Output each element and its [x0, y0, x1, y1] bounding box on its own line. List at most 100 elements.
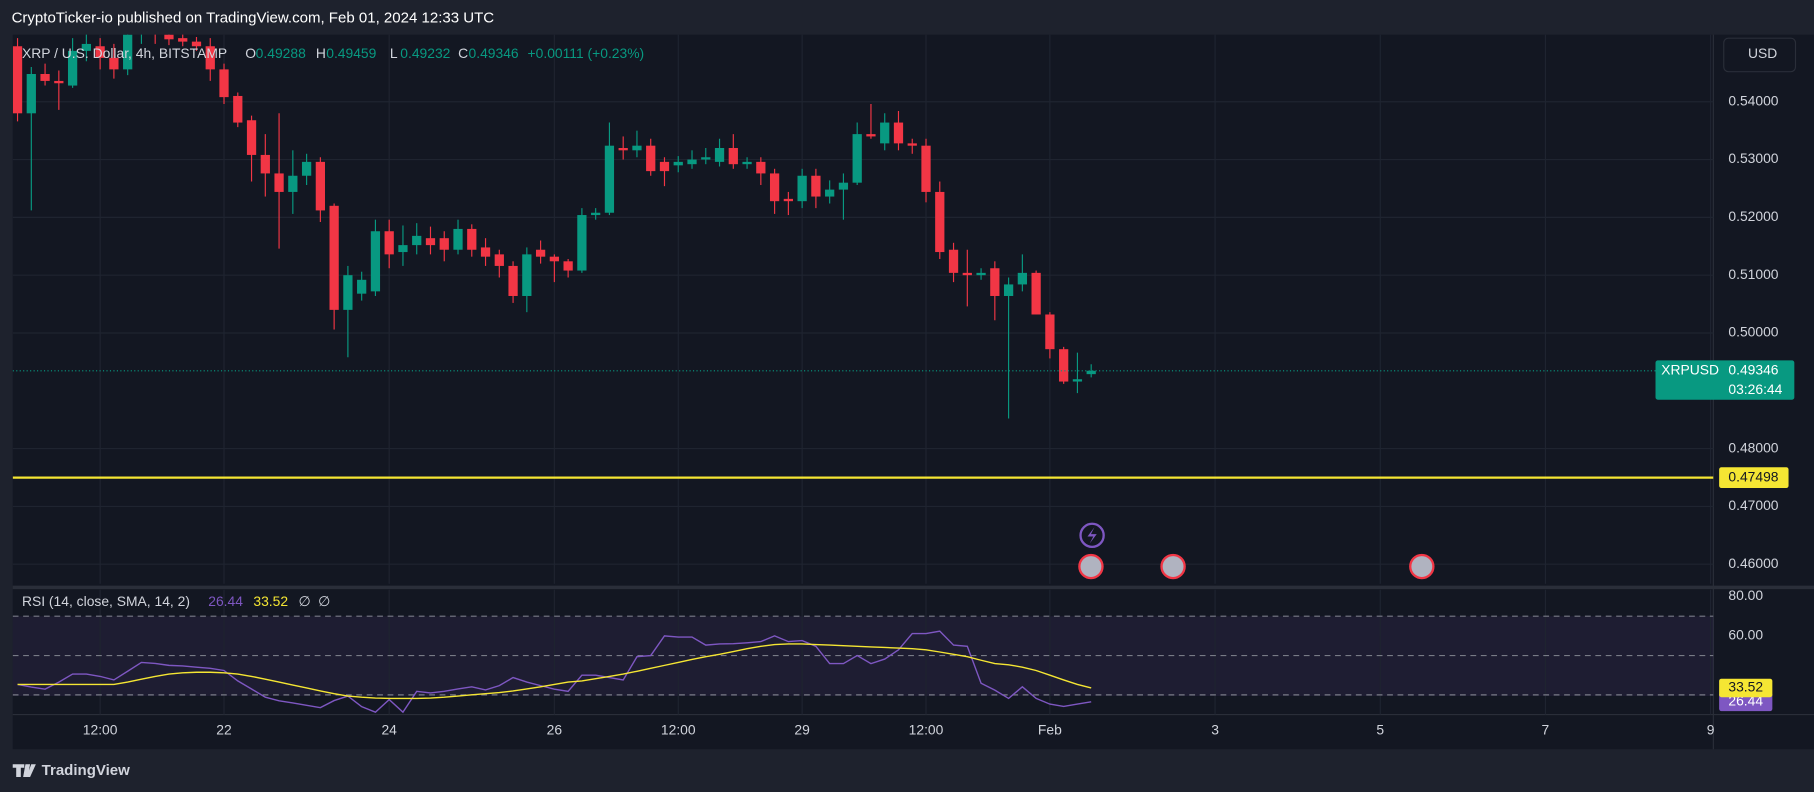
- candle-body: [646, 145, 656, 172]
- candle-body: [219, 69, 229, 98]
- candle-body: [439, 238, 449, 250]
- candle-body: [935, 191, 945, 253]
- price-label-box: [1719, 467, 1789, 489]
- candle-body: [577, 215, 587, 271]
- candle-body: [480, 247, 491, 257]
- x-tick-label: 22: [216, 721, 232, 737]
- candle-body: [1003, 284, 1014, 296]
- countdown: 03:26:44: [1728, 381, 1782, 397]
- candle-body: [329, 205, 339, 310]
- rsi-band-fill: [12, 616, 1714, 697]
- candle-body: [825, 189, 835, 197]
- candle-body: [67, 50, 78, 86]
- candle-body: [370, 231, 381, 292]
- candle-body: [467, 228, 477, 250]
- candle-body: [990, 268, 1000, 296]
- event-icon[interactable]: [1078, 553, 1104, 580]
- candle-body: [522, 254, 532, 296]
- legend-key: L: [390, 45, 398, 61]
- y-tick-label: 0.46000: [1728, 555, 1778, 571]
- event-icons: [1078, 522, 1435, 580]
- candle-body: [109, 57, 119, 70]
- brand-logo: [12, 764, 36, 777]
- candle-body: [40, 73, 50, 81]
- candle-body: [453, 228, 463, 250]
- candle-body: [549, 256, 559, 262]
- candle-body: [618, 147, 628, 151]
- candle-body: [852, 134, 862, 183]
- chart-pane: [12, 34, 1714, 750]
- candle-body: [1045, 314, 1055, 350]
- rsi-extra: ∅: [318, 593, 330, 609]
- y-tick-label: 0.52000: [1728, 208, 1778, 224]
- candle-body: [728, 147, 738, 165]
- candle-body: [783, 198, 793, 202]
- candle-body: [123, 34, 133, 70]
- candle-body: [12, 46, 23, 114]
- x-tick-label: 12:00: [83, 721, 118, 737]
- candle-body: [178, 38, 188, 42]
- header-title: CryptoTicker-io published on TradingView…: [12, 9, 495, 26]
- y-tick-label: 0.48000: [1728, 439, 1778, 455]
- rsi-extra: ∅: [298, 593, 310, 609]
- x-tick-label: 12:00: [909, 721, 944, 737]
- candle-body: [398, 245, 408, 253]
- event-icon[interactable]: [1409, 553, 1435, 580]
- candle-body: [1017, 272, 1027, 285]
- candle-body: [164, 34, 174, 40]
- candle-body: [535, 249, 546, 257]
- candle-body: [191, 41, 202, 47]
- candle-body: [233, 95, 243, 123]
- candle-body: [632, 145, 642, 151]
- candle-body: [769, 173, 780, 202]
- x-tick-label: 24: [381, 721, 397, 737]
- candle-body: [357, 279, 367, 294]
- legend-value: 0.49288: [256, 45, 306, 61]
- rsi-legend-value: 26.44: [208, 593, 243, 609]
- candle-body: [315, 161, 325, 211]
- candle-body: [205, 46, 215, 70]
- candle-body: [756, 161, 766, 174]
- candle-body: [962, 272, 972, 276]
- legend-key: C: [458, 45, 468, 61]
- rsi-legend-value: 33.52: [253, 593, 288, 609]
- candle-body: [673, 161, 683, 166]
- candle-body: [797, 175, 807, 202]
- legend-change: +0.00111 (+0.23%): [528, 45, 645, 61]
- currency[interactable]: USD: [1748, 45, 1777, 61]
- currency-button[interactable]: [1723, 37, 1797, 73]
- candle-body: [288, 175, 298, 192]
- event-icon[interactable]: [1160, 553, 1186, 580]
- x-tick-label: 5: [1376, 721, 1384, 737]
- rsi-value-label: 33.52: [1728, 679, 1763, 695]
- rsi-plot: [12, 589, 1714, 715]
- candle-body: [687, 159, 697, 165]
- x-tick-label: 29: [794, 721, 810, 737]
- last-price: 0.49346: [1728, 361, 1778, 377]
- legend-symbol: XRP / U.S. Dollar, 4h, BITSTAMP: [22, 45, 227, 61]
- y-tick-label: 0.51000: [1728, 266, 1778, 282]
- legend-value: 0.49232: [400, 45, 450, 61]
- overlay: 12:00 22 24 26 12:00 29 12:00 Feb 3 5 7 9 0.54000 0.5…: [22, 45, 1795, 737]
- candle-body: [907, 143, 917, 146]
- rsi-line: [17, 643, 1092, 700]
- candle-body: [95, 46, 105, 58]
- candle-body: [1059, 349, 1069, 382]
- candle-body: [659, 161, 670, 172]
- candle-body: [866, 134, 876, 137]
- candle-body: [1031, 272, 1041, 315]
- candle-body: [838, 182, 849, 190]
- price-label: 0.47498: [1728, 468, 1778, 484]
- candle-body: [1072, 379, 1083, 382]
- x-tick-label: Feb: [1038, 721, 1062, 737]
- candle-body: [976, 272, 986, 276]
- rsi-title: RSI (14, close, SMA, 14, 2): [22, 593, 190, 609]
- x-tick-label: 9: [1707, 721, 1715, 737]
- y-tick-label: 0.53000: [1728, 150, 1778, 166]
- x-tick-label: 3: [1211, 721, 1219, 737]
- x-tick-label: 12:00: [661, 721, 696, 737]
- main-plot: [12, 34, 1714, 584]
- candle-body: [412, 235, 422, 246]
- x-tick-label: 26: [547, 721, 563, 737]
